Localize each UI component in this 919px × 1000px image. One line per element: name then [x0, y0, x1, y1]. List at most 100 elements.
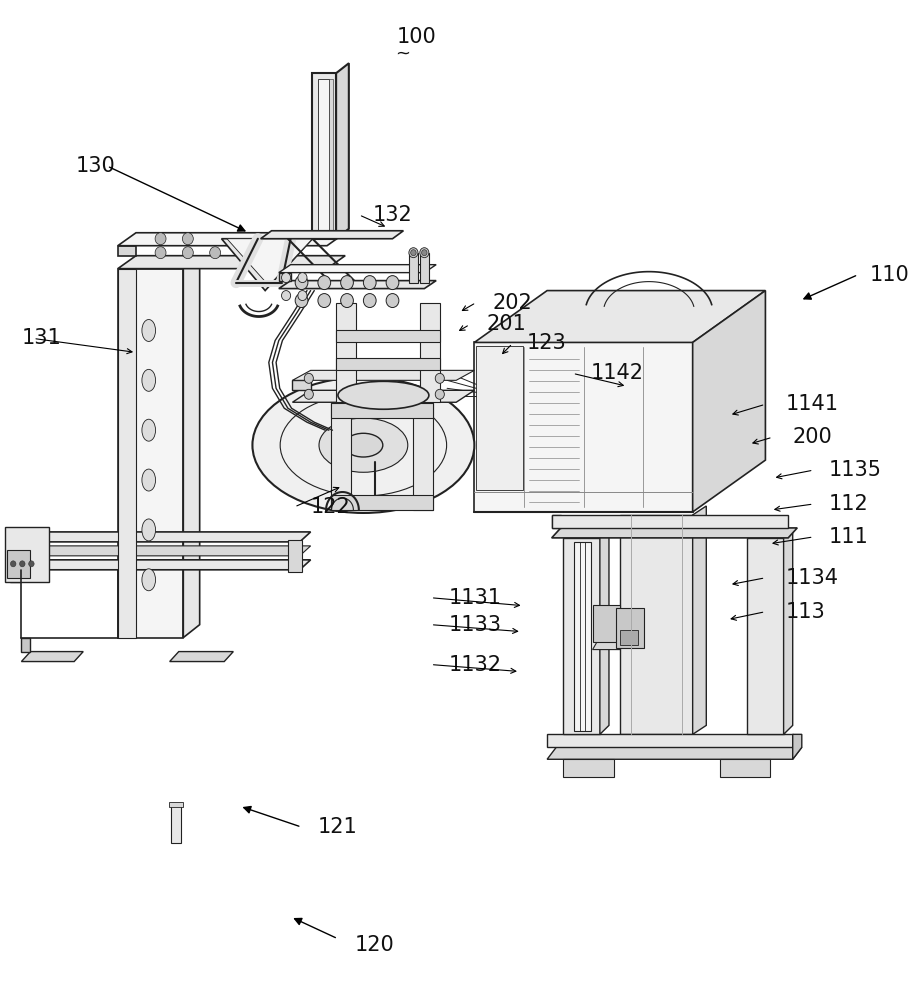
- Text: 131: 131: [21, 328, 61, 348]
- Polygon shape: [21, 638, 30, 652]
- Circle shape: [304, 373, 313, 383]
- Text: 122: 122: [311, 497, 350, 517]
- Polygon shape: [573, 542, 590, 731]
- Text: 100: 100: [397, 27, 437, 47]
- Polygon shape: [10, 546, 311, 556]
- Text: 121: 121: [318, 817, 357, 837]
- Bar: [551, 515, 788, 528]
- Circle shape: [210, 247, 221, 259]
- Polygon shape: [592, 642, 624, 650]
- Circle shape: [155, 233, 165, 245]
- Polygon shape: [118, 269, 183, 638]
- Polygon shape: [792, 734, 801, 759]
- Ellipse shape: [142, 369, 155, 391]
- Polygon shape: [278, 281, 436, 289]
- Polygon shape: [692, 291, 765, 512]
- Ellipse shape: [344, 433, 382, 457]
- Circle shape: [419, 248, 428, 258]
- Bar: [170, 803, 181, 843]
- Circle shape: [264, 247, 275, 259]
- Circle shape: [155, 247, 165, 259]
- Text: ~: ~: [395, 44, 410, 62]
- Ellipse shape: [142, 419, 155, 441]
- Circle shape: [295, 276, 308, 290]
- Circle shape: [408, 248, 417, 258]
- Ellipse shape: [142, 569, 155, 591]
- Polygon shape: [10, 532, 311, 542]
- Polygon shape: [183, 256, 199, 638]
- Bar: [5, 527, 49, 582]
- Circle shape: [340, 276, 353, 290]
- Text: 113: 113: [785, 602, 824, 622]
- Circle shape: [298, 291, 307, 301]
- Circle shape: [410, 250, 415, 256]
- Polygon shape: [547, 734, 792, 747]
- Text: 202: 202: [492, 293, 532, 313]
- Polygon shape: [292, 370, 474, 380]
- Polygon shape: [551, 515, 561, 528]
- Polygon shape: [312, 73, 335, 239]
- Bar: [335, 330, 439, 342]
- Polygon shape: [474, 342, 692, 512]
- Bar: [330, 402, 350, 510]
- Bar: [412, 402, 432, 510]
- Circle shape: [182, 247, 193, 259]
- Text: 1131: 1131: [448, 588, 502, 608]
- Polygon shape: [547, 747, 801, 759]
- Polygon shape: [278, 265, 436, 273]
- Circle shape: [386, 276, 399, 290]
- Circle shape: [435, 373, 444, 383]
- Bar: [419, 303, 439, 402]
- Text: 1142: 1142: [590, 363, 643, 383]
- Ellipse shape: [142, 519, 155, 541]
- Circle shape: [386, 294, 399, 308]
- Polygon shape: [260, 231, 403, 239]
- Bar: [476, 346, 523, 490]
- Circle shape: [363, 276, 376, 290]
- Polygon shape: [118, 233, 345, 246]
- Polygon shape: [474, 291, 765, 342]
- Circle shape: [421, 250, 426, 256]
- Bar: [720, 759, 769, 777]
- Circle shape: [281, 291, 290, 301]
- Circle shape: [318, 276, 330, 290]
- Bar: [562, 759, 613, 777]
- Text: 130: 130: [76, 156, 116, 176]
- Bar: [616, 608, 642, 648]
- Circle shape: [298, 273, 307, 283]
- Circle shape: [340, 294, 353, 308]
- Polygon shape: [551, 528, 797, 538]
- Circle shape: [318, 294, 330, 308]
- Polygon shape: [783, 530, 792, 734]
- Circle shape: [363, 294, 376, 308]
- Ellipse shape: [252, 377, 474, 513]
- Bar: [318, 79, 328, 233]
- Circle shape: [28, 561, 34, 567]
- Text: 112: 112: [828, 494, 868, 514]
- Circle shape: [237, 247, 247, 259]
- Polygon shape: [746, 538, 783, 734]
- Ellipse shape: [142, 469, 155, 491]
- Polygon shape: [169, 652, 233, 662]
- Polygon shape: [118, 269, 136, 638]
- Circle shape: [304, 389, 313, 399]
- Ellipse shape: [337, 381, 428, 409]
- Polygon shape: [10, 560, 311, 570]
- Bar: [168, 802, 183, 807]
- Polygon shape: [292, 390, 474, 402]
- Bar: [330, 495, 432, 510]
- Bar: [335, 303, 356, 402]
- Polygon shape: [592, 605, 619, 642]
- Text: 1134: 1134: [785, 568, 837, 588]
- Text: 120: 120: [354, 935, 393, 955]
- Polygon shape: [10, 528, 21, 582]
- Bar: [328, 79, 333, 233]
- Text: 132: 132: [372, 205, 412, 225]
- Ellipse shape: [319, 418, 407, 472]
- Text: 1132: 1132: [448, 655, 502, 675]
- Bar: [6, 550, 29, 578]
- Text: 123: 123: [527, 333, 566, 353]
- Bar: [619, 630, 638, 645]
- Polygon shape: [692, 506, 706, 734]
- Text: 200: 200: [792, 427, 832, 447]
